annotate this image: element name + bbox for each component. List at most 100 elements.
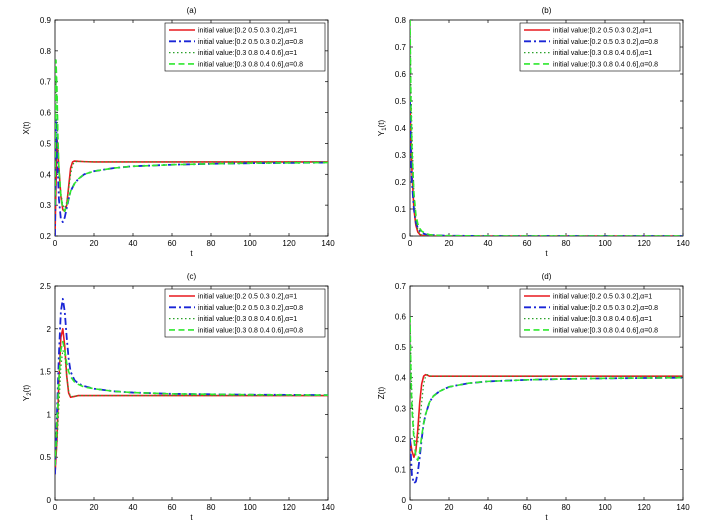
series-line	[410, 316, 683, 446]
y-axis-label: Y1(t)	[377, 120, 388, 137]
x-tick-label: 140	[321, 239, 335, 248]
chart-panel: (b) 0 20 40 60 80 100 120 140 0 0.1 0.2 0.3 0.4 0.5 0.6…	[377, 6, 690, 258]
series-group	[55, 59, 328, 236]
x-tick-label: 20	[90, 239, 99, 248]
y-tick-label: 0.4	[395, 124, 407, 133]
y-tick-label: 0.7	[40, 78, 52, 87]
x-tick-label: 20	[445, 239, 454, 248]
x-tick-label: 0	[53, 503, 58, 512]
series-line	[55, 328, 328, 475]
y-tick-label: 0	[402, 496, 407, 505]
x-tick-label: 80	[207, 503, 216, 512]
x-axis-label: t	[190, 513, 193, 522]
x-tick-label: 120	[637, 239, 651, 248]
y-tick-label: 0.5	[40, 139, 52, 148]
x-tick-label: 140	[676, 503, 690, 512]
chart-title: (c)	[187, 272, 197, 281]
x-tick-label: 0	[53, 239, 58, 248]
y-tick-label: 0	[402, 232, 407, 241]
series-line	[410, 373, 683, 458]
legend-label: initial value:[0.2 0.5 0.3 0.2],α=1	[198, 294, 297, 301]
y-tick-label: 0.5	[40, 453, 52, 462]
series-line	[410, 376, 683, 485]
legend-label: initial value:[0.3 0.8 0.4 0.6],α=0.8	[198, 61, 303, 68]
legend-box	[519, 288, 681, 338]
chart-title: (b)	[542, 6, 552, 15]
legend-label: initial value:[0.2 0.5 0.3 0.2],α=1	[553, 28, 652, 35]
chart-panel: (d) 0 20 40 60 80 100 120 140 0 0.1 0.2 0.3 0.4 0.5 0.6…	[377, 272, 690, 522]
legend: initial value:[0.2 0.5 0.3 0.2],α=1 initi…	[519, 22, 681, 72]
series-line	[55, 117, 328, 236]
x-tick-label: 80	[562, 239, 571, 248]
y-tick-label: 0.3	[395, 151, 407, 160]
chart-title: (d)	[542, 272, 552, 281]
x-tick-label: 40	[129, 503, 138, 512]
axes-frame	[409, 285, 684, 501]
legend-label: initial value:[0.3 0.8 0.4 0.6],α=0.8	[553, 327, 658, 334]
y-tick-label: 0.8	[395, 16, 407, 25]
y-axis-label: Z(t)	[377, 386, 386, 399]
y-tick-label: 0.5	[395, 97, 407, 106]
legend-label: initial value:[0.3 0.8 0.4 0.6],α=0.8	[198, 327, 303, 334]
legend-box	[164, 288, 326, 338]
y-tick-label: 0.1	[395, 465, 407, 474]
series-line	[55, 74, 328, 209]
legend-label: initial value:[0.2 0.5 0.3 0.2],α=0.8	[198, 39, 303, 46]
y-tick-label: 0.5	[395, 343, 407, 352]
axes-frame	[54, 285, 329, 501]
chart-panel: (a) 0 20 40 60 80 100 120 140 0.2 0.3 0.4 0.5 0.6 0.7 0…	[22, 6, 335, 258]
y-tick-label: 0.4	[40, 170, 52, 179]
y-tick-label: 0.7	[395, 43, 407, 52]
x-tick-label: 100	[598, 239, 612, 248]
legend-label: initial value:[0.2 0.5 0.3 0.2],α=1	[553, 294, 652, 301]
series-line	[410, 316, 683, 462]
x-tick-label: 120	[282, 503, 296, 512]
legend-label: initial value:[0.2 0.5 0.3 0.2],α=0.8	[198, 305, 303, 312]
series-line	[55, 340, 328, 466]
series-group	[410, 20, 683, 236]
legend-label: initial value:[0.3 0.8 0.4 0.6],α=1	[553, 316, 652, 323]
x-tick-label: 40	[484, 239, 493, 248]
legend-label: initial value:[0.2 0.5 0.3 0.2],α=0.8	[553, 305, 658, 312]
legend-label: initial value:[0.2 0.5 0.3 0.2],α=1	[198, 28, 297, 35]
series-line	[55, 59, 328, 213]
chart-title: (a)	[187, 6, 197, 15]
x-tick-label: 80	[207, 239, 216, 248]
legend: initial value:[0.2 0.5 0.3 0.2],α=1 initi…	[164, 22, 326, 72]
x-tick-label: 0	[408, 239, 413, 248]
x-axis-label: t	[545, 249, 548, 258]
x-axis-label: t	[190, 249, 193, 258]
x-tick-label: 100	[598, 503, 612, 512]
y-tick-label: 0	[47, 496, 52, 505]
series-line	[410, 100, 683, 236]
y-axis-label: X(t)	[22, 121, 31, 134]
y-tick-label: 0.6	[395, 313, 407, 322]
y-tick-label: 2.5	[40, 282, 52, 291]
chart-panel: (c) 0 20 40 60 80 100 120 140 0 0.5 1 1.5 2 2.5 t Y2(t) i…	[22, 272, 335, 522]
x-tick-label: 60	[168, 503, 177, 512]
x-tick-label: 60	[523, 239, 532, 248]
y-tick-label: 0.7	[395, 282, 407, 291]
legend-box	[519, 22, 681, 72]
x-tick-label: 100	[243, 503, 257, 512]
y-tick-label: 1.5	[40, 368, 52, 377]
y-tick-label: 0.3	[40, 201, 52, 210]
x-tick-label: 80	[562, 503, 571, 512]
series-line	[55, 349, 328, 466]
x-tick-label: 140	[321, 503, 335, 512]
legend: initial value:[0.2 0.5 0.3 0.2],α=1 initi…	[519, 288, 681, 338]
series-group	[55, 297, 328, 475]
legend-box	[164, 22, 326, 72]
y-tick-label: 2	[47, 325, 52, 334]
y-tick-label: 0.2	[395, 178, 407, 187]
x-tick-label: 60	[168, 239, 177, 248]
y-tick-label: 0.2	[395, 435, 407, 444]
series-line	[55, 136, 328, 236]
x-tick-label: 60	[523, 503, 532, 512]
y-tick-label: 0.2	[40, 232, 52, 241]
legend-label: initial value:[0.2 0.5 0.3 0.2],α=0.8	[553, 39, 658, 46]
x-tick-label: 40	[484, 503, 493, 512]
x-tick-label: 100	[243, 239, 257, 248]
y-tick-label: 0.6	[40, 109, 52, 118]
